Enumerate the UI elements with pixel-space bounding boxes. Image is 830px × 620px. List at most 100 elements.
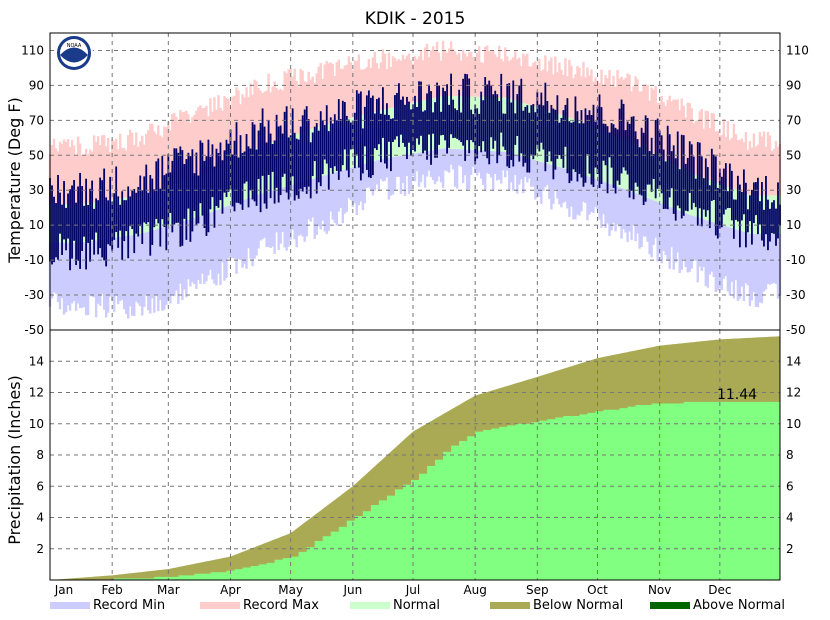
record-min-bar xyxy=(744,232,748,284)
observed-temperature-bar xyxy=(351,120,354,150)
observed-temperature-bar xyxy=(767,199,769,251)
observed-temperature-bar xyxy=(422,111,424,154)
observed-temperature-bar xyxy=(193,173,196,211)
record-min-bar xyxy=(524,157,527,177)
record-max-bar xyxy=(772,148,776,196)
observed-temperature-bar xyxy=(698,142,701,209)
observed-temperature-bar xyxy=(119,204,122,231)
record-min-bar xyxy=(239,201,242,261)
record-max-bar xyxy=(451,48,455,97)
record-max-bar xyxy=(187,114,190,180)
record-min-bar xyxy=(317,177,320,227)
record-min-bar xyxy=(544,162,547,188)
record-max-bar xyxy=(329,62,332,124)
observed-temperature-bar xyxy=(353,112,356,169)
observed-temperature-bar xyxy=(203,160,206,229)
temperature-y-tick-right: 10 xyxy=(786,218,801,232)
record-max-bar xyxy=(137,146,140,196)
observed-temperature-bar xyxy=(241,152,244,210)
record-min-bar xyxy=(92,240,96,298)
record-max-bar xyxy=(435,41,439,98)
record-max-bar xyxy=(732,123,736,190)
observed-temperature-bar xyxy=(159,188,162,247)
record-min-bar xyxy=(772,233,776,284)
temperature-y-tick-left: 50 xyxy=(29,148,44,162)
record-min-bar xyxy=(305,180,308,237)
record-min-bar xyxy=(431,150,435,181)
record-min-bar xyxy=(590,177,593,213)
record-min-bar xyxy=(502,151,505,171)
observed-temperature-bar xyxy=(444,91,446,141)
record-min-bar xyxy=(656,201,659,262)
record-min-bar xyxy=(271,190,274,247)
observed-temperature-bar xyxy=(506,83,509,167)
record-max-bar xyxy=(385,69,389,109)
record-max-bar xyxy=(341,68,345,121)
record-min-bar xyxy=(572,171,575,220)
observed-temperature-bar xyxy=(434,102,436,158)
record-max-bar xyxy=(544,55,547,110)
record-max-bar xyxy=(219,107,222,167)
record-max-bar xyxy=(263,91,266,146)
plot-frame xyxy=(49,32,781,581)
observed-temperature-bar xyxy=(367,90,370,178)
record-max-bar xyxy=(498,45,501,98)
record-max-bar xyxy=(383,53,387,110)
observed-temperature-bar xyxy=(95,198,98,233)
record-min-bar xyxy=(712,222,716,277)
record-min-bar xyxy=(149,230,152,314)
record-max-bar xyxy=(479,62,483,97)
precipitation-y-tick-right: 10 xyxy=(786,417,801,431)
record-min-bar xyxy=(253,195,256,259)
record-min-bar xyxy=(235,202,238,274)
record-max-bar xyxy=(94,141,98,202)
observed-temperature-bar xyxy=(708,185,711,229)
record-min-bar xyxy=(746,232,750,286)
record-max-bar xyxy=(241,94,244,156)
record-min-bar xyxy=(638,194,641,249)
x-tick-label: Dec xyxy=(708,583,731,597)
record-max-bar xyxy=(135,132,138,197)
temperature-y-tick-right: -50 xyxy=(786,323,806,337)
observed-temperature-bar xyxy=(135,192,138,234)
observed-temperature-bar xyxy=(85,178,87,270)
record-max-bar xyxy=(768,135,772,196)
record-min-bar xyxy=(387,157,391,200)
record-min-bar xyxy=(702,219,705,267)
record-min-bar xyxy=(736,229,740,301)
record-min-bar xyxy=(167,225,170,300)
record-min-bar xyxy=(459,149,463,167)
record-min-bar xyxy=(413,153,417,182)
record-min-bar xyxy=(161,227,164,311)
observed-temperature-bar xyxy=(600,107,603,184)
record-max-bar xyxy=(361,69,365,116)
observed-temperature-bar xyxy=(602,123,605,161)
observed-temperature-bar xyxy=(682,135,685,216)
record-min-bar xyxy=(82,242,86,308)
observed-temperature-bar xyxy=(113,193,116,240)
record-max-bar xyxy=(730,137,734,189)
record-min-bar xyxy=(199,216,202,284)
observed-temperature-bar xyxy=(147,192,150,223)
observed-temperature-bar xyxy=(151,178,154,245)
record-max-bar xyxy=(748,141,752,196)
x-tick-label: May xyxy=(278,583,303,597)
temperature-y-tick-left: -10 xyxy=(24,253,44,267)
record-max-bar xyxy=(227,99,230,163)
record-min-bar xyxy=(760,233,764,304)
record-min-bar xyxy=(636,193,639,234)
record-min-bar xyxy=(297,182,300,236)
observed-temperature-bar xyxy=(528,112,531,173)
observed-temperature-bar xyxy=(690,144,693,210)
chart-title: KDIK - 2015 xyxy=(365,9,466,29)
record-max-bar xyxy=(181,112,184,182)
record-max-bar xyxy=(373,51,377,112)
record-min-bar xyxy=(680,211,683,270)
record-min-bar xyxy=(676,209,679,253)
observed-temperature-bar xyxy=(81,186,83,251)
record-min-bar xyxy=(353,166,357,204)
record-min-bar xyxy=(333,172,336,223)
observed-temperature-bar xyxy=(161,156,164,220)
record-min-bar xyxy=(582,174,585,202)
record-max-bar xyxy=(303,81,306,132)
